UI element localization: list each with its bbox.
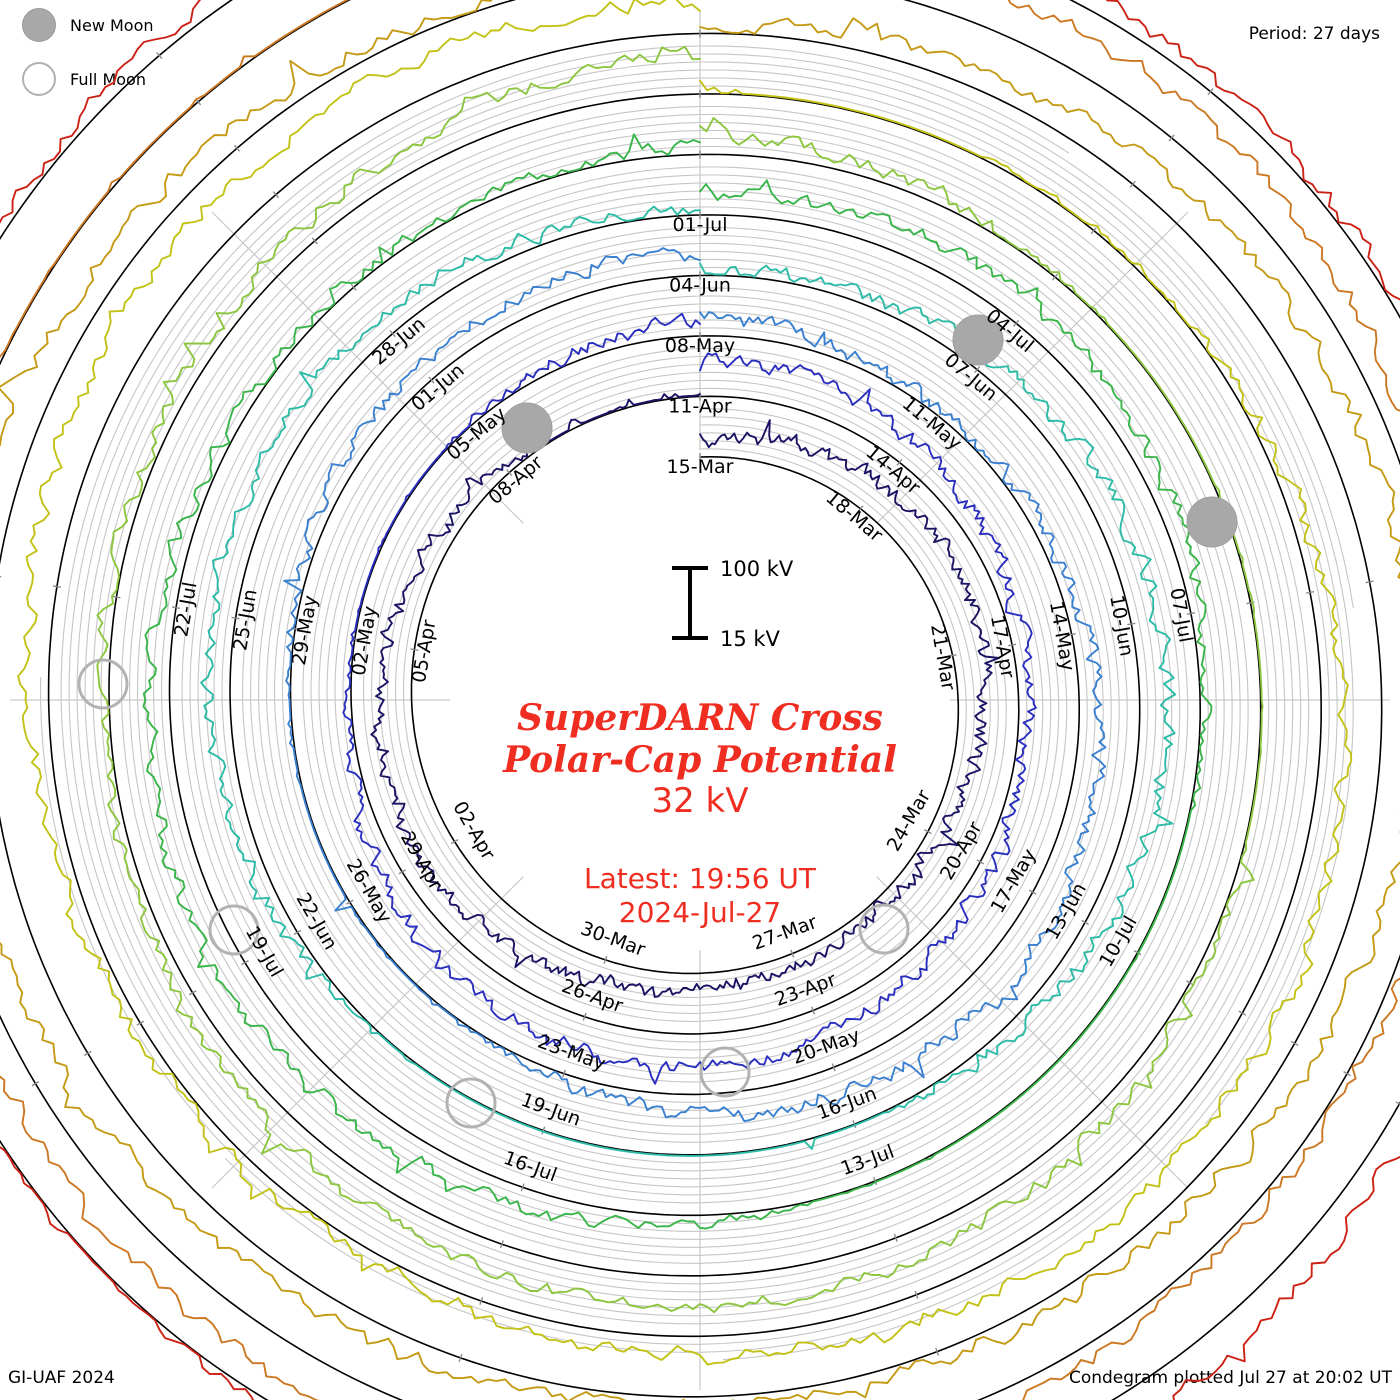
moon-markers — [77, 314, 1238, 1129]
plotted-timestamp: Condegram plotted Jul 27 at 20:02 UT — [1068, 1368, 1392, 1388]
date-label: 07-Jul — [1165, 586, 1196, 644]
scale-bottom-label: 15 kV — [720, 627, 781, 651]
scale-bar: 100 kV 15 kV — [672, 557, 794, 651]
date-label: 18-Mar — [821, 486, 887, 546]
latest-time: Latest: 19:56 UT — [584, 862, 817, 895]
legend-new-moon: New Moon — [22, 8, 154, 42]
full-moon-icon — [22, 62, 56, 96]
date-label: 17-May — [987, 845, 1041, 917]
latest-date: 2024-Jul-27 — [619, 896, 781, 929]
date-label: 25-Jun — [229, 588, 261, 653]
polar-grid — [10, 10, 1390, 1390]
credit-label: GI-UAF 2024 — [8, 1368, 115, 1388]
date-label: 13-Jun — [1041, 879, 1091, 944]
center-value: 32 kV — [651, 781, 748, 821]
date-label: 29-May — [288, 594, 322, 667]
date-label: 19-Jul — [241, 922, 288, 981]
new-moon-icon — [22, 8, 56, 42]
date-label: 28-Jun — [368, 313, 429, 370]
scale-top-label: 100 kV — [720, 557, 794, 581]
date-label: 22-Jul — [170, 580, 201, 638]
date-label: 17-Apr — [986, 613, 1019, 680]
center-annotation: SuperDARN Cross Polar-Cap Potential 32 k… — [502, 697, 897, 929]
date-label: 08-May — [665, 335, 735, 357]
date-label: 20-Apr — [936, 818, 987, 884]
date-label: 10-Jun — [1105, 593, 1137, 658]
date-label: 11-Apr — [668, 396, 732, 418]
date-label: 04-Jun — [669, 275, 731, 297]
date-label: 05-Apr — [408, 618, 441, 685]
date-label: 02-May — [348, 604, 382, 677]
center-title-line2: Polar-Cap Potential — [502, 739, 897, 781]
date-label: 01-Jul — [672, 214, 727, 236]
date-label: 24-Mar — [883, 786, 936, 855]
period-note: Period: 27 days — [1248, 24, 1380, 44]
date-label: 16-Jul — [501, 1147, 560, 1186]
date-label: 15-Mar — [667, 456, 734, 478]
center-title-line1: SuperDARN Cross — [517, 697, 883, 739]
date-label: 02-Apr — [448, 798, 499, 864]
date-label: 08-Apr — [484, 451, 547, 509]
date-label: 05-May — [443, 403, 511, 465]
date-label: 13-Jul — [838, 1141, 897, 1180]
date-label: 11-May — [898, 393, 966, 455]
new-moon-label: New Moon — [70, 15, 154, 35]
